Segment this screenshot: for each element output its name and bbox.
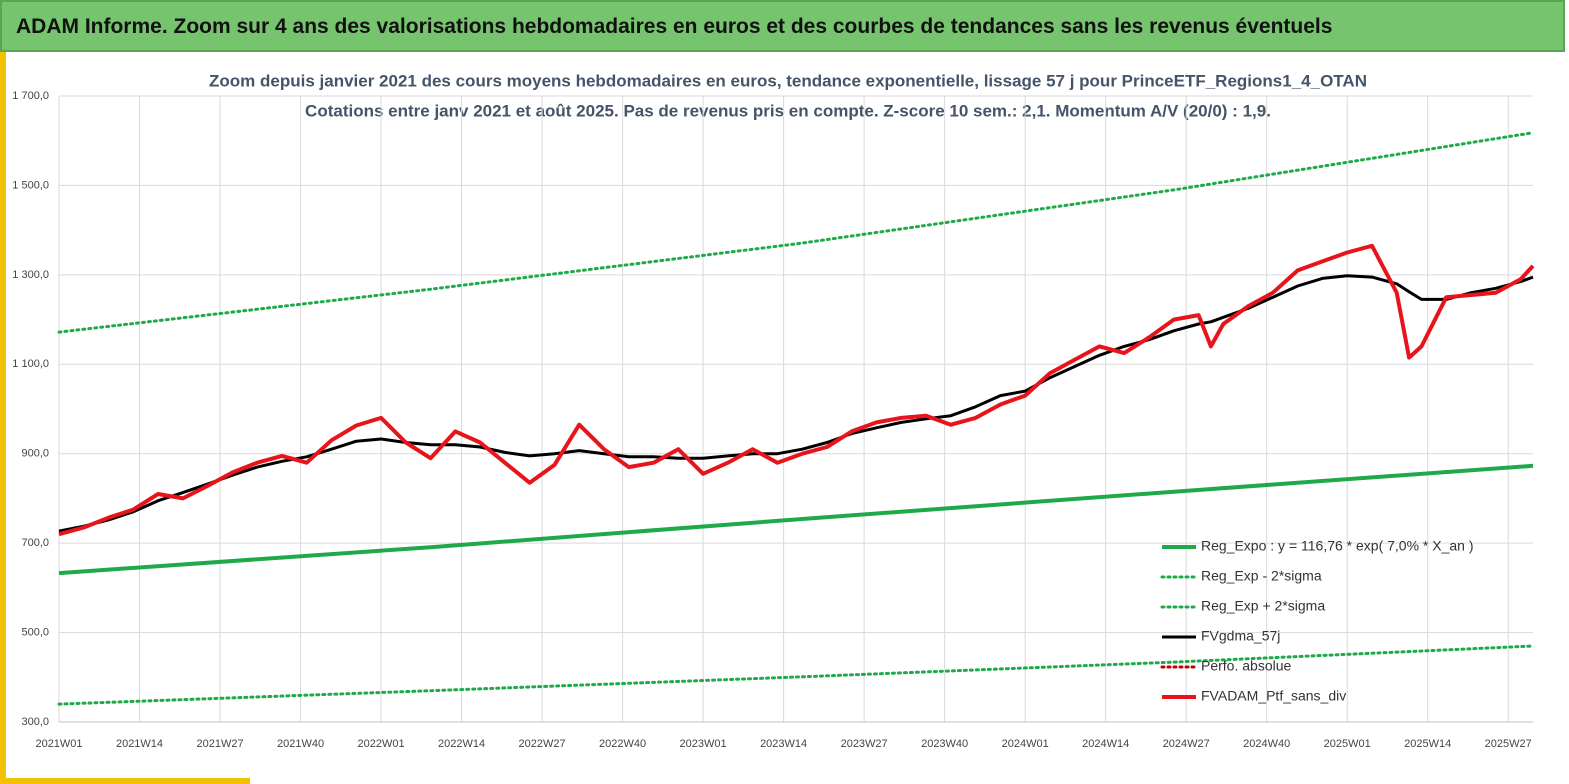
- legend-label: FVgdma_57j: [1201, 628, 1280, 644]
- x-tick-label: 2024W14: [1082, 738, 1129, 750]
- x-tick-label: 2023W27: [841, 738, 888, 750]
- bottom-border: [0, 778, 250, 784]
- chart-subtitle: Cotations entre janv 2021 et août 2025. …: [305, 101, 1271, 120]
- x-tick-label: 2021W27: [196, 738, 243, 750]
- x-tick-label: 2021W14: [116, 738, 163, 750]
- y-tick-label: 1 500,0: [12, 179, 49, 191]
- header-bar: ADAM Informe. Zoom sur 4 ans des valoris…: [0, 0, 1565, 52]
- y-tick-label: 300,0: [21, 716, 49, 728]
- y-tick-label: 900,0: [21, 448, 49, 460]
- x-tick-label: 2022W14: [438, 738, 485, 750]
- x-tick-label: 2023W14: [760, 738, 807, 750]
- y-tick-label: 1 700,0: [12, 90, 49, 102]
- x-tick-label: 2025W14: [1404, 738, 1451, 750]
- chart-title: Zoom depuis janvier 2021 des cours moyen…: [209, 71, 1367, 90]
- x-tick-label: 2022W01: [358, 738, 405, 750]
- legend-label: Reg_Expo : y = 116,76 * exp( 7,0% * X_an…: [1201, 538, 1474, 554]
- legend-label: Reg_Exp + 2*sigma: [1201, 598, 1325, 614]
- x-tick-label: 2024W27: [1163, 738, 1210, 750]
- y-tick-label: 1 300,0: [12, 269, 49, 281]
- y-tick-label: 1 100,0: [12, 358, 49, 370]
- y-tick-label: 500,0: [21, 626, 49, 638]
- x-tick-label: 2022W27: [519, 738, 566, 750]
- x-tick-label: 2025W01: [1324, 738, 1371, 750]
- y-tick-label: 700,0: [21, 537, 49, 549]
- header-title: ADAM Informe. Zoom sur 4 ans des valoris…: [16, 15, 1333, 38]
- x-tick-label: 2024W40: [1243, 738, 1290, 750]
- series-line: [58, 463, 1534, 576]
- x-tick-label: 2024W01: [1002, 738, 1049, 750]
- x-tick-label: 2022W40: [599, 738, 646, 750]
- series-line: [58, 243, 1535, 537]
- x-tick-label: 2023W01: [680, 738, 727, 750]
- series-line: [57, 131, 1535, 334]
- x-tick-label: 2021W01: [35, 738, 82, 750]
- left-border: [0, 52, 6, 784]
- series-line: [58, 274, 1534, 533]
- legend-label: Perfo. absolue: [1201, 658, 1291, 674]
- x-tick-label: 2021W40: [277, 738, 324, 750]
- x-tick-label: 2023W40: [921, 738, 968, 750]
- x-tick-label: 2025W27: [1485, 738, 1532, 750]
- series-line: [57, 644, 1535, 706]
- legend-label: FVADAM_Ptf_sans_div: [1201, 688, 1346, 704]
- legend-label: Reg_Exp - 2*sigma: [1201, 568, 1322, 584]
